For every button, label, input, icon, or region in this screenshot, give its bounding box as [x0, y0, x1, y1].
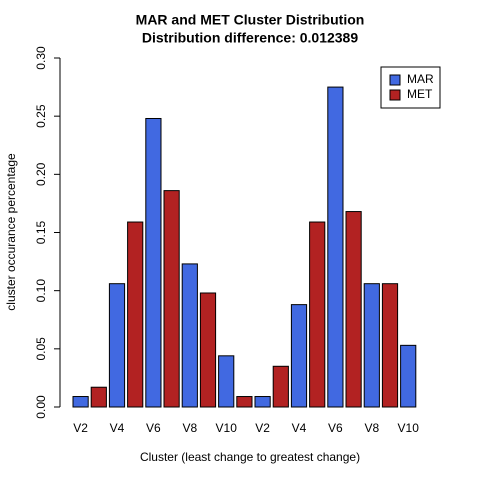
x-tick-label: V2	[73, 421, 88, 435]
x-axis-label: Cluster (least change to greatest change…	[140, 450, 360, 464]
y-tick-label: 0.20	[34, 162, 48, 186]
legend-label: MET	[407, 87, 433, 101]
legend-label: MAR	[407, 72, 434, 86]
bar	[290, 304, 308, 408]
x-tick-label: V2	[255, 421, 270, 435]
bar	[218, 355, 235, 408]
x-tick-label: V6	[146, 421, 161, 435]
bar	[181, 263, 198, 408]
x-tick-label: V8	[182, 421, 197, 435]
chart-subtitle: Distribution difference: 0.012389	[142, 30, 359, 46]
bar	[381, 283, 399, 408]
bar	[400, 344, 417, 408]
bar	[236, 396, 253, 408]
legend-swatch	[389, 74, 401, 86]
y-tick-label: 0.05	[34, 337, 48, 361]
x-tick-label: V8	[364, 421, 379, 435]
legend-swatch	[389, 89, 401, 101]
bar	[309, 221, 326, 408]
bar	[145, 117, 162, 408]
bar	[254, 396, 271, 408]
bar	[363, 283, 380, 408]
y-tick-label: 0.15	[34, 220, 48, 244]
bar	[327, 86, 344, 408]
bar	[199, 292, 217, 408]
bar	[272, 365, 289, 408]
bar	[72, 396, 89, 408]
x-tick-label: V10	[216, 421, 238, 435]
bar	[345, 211, 362, 408]
bar	[90, 386, 107, 408]
x-tick-label: V6	[328, 421, 343, 435]
legend-box	[380, 66, 441, 109]
bar	[127, 221, 144, 408]
y-tick-label: 0.10	[34, 279, 48, 303]
x-tick-label: V10	[398, 421, 420, 435]
y-tick-label: 0.30	[34, 46, 48, 70]
x-tick-label: V4	[110, 421, 125, 435]
y-tick-label: 0.00	[34, 395, 48, 419]
bar	[108, 283, 126, 408]
chart-title: MAR and MET Cluster Distribution	[136, 12, 365, 28]
y-tick-label: 0.25	[34, 104, 48, 128]
bar	[163, 190, 180, 408]
x-tick-label: V4	[292, 421, 307, 435]
y-axis-label: cluster occurance percentage	[4, 153, 18, 311]
